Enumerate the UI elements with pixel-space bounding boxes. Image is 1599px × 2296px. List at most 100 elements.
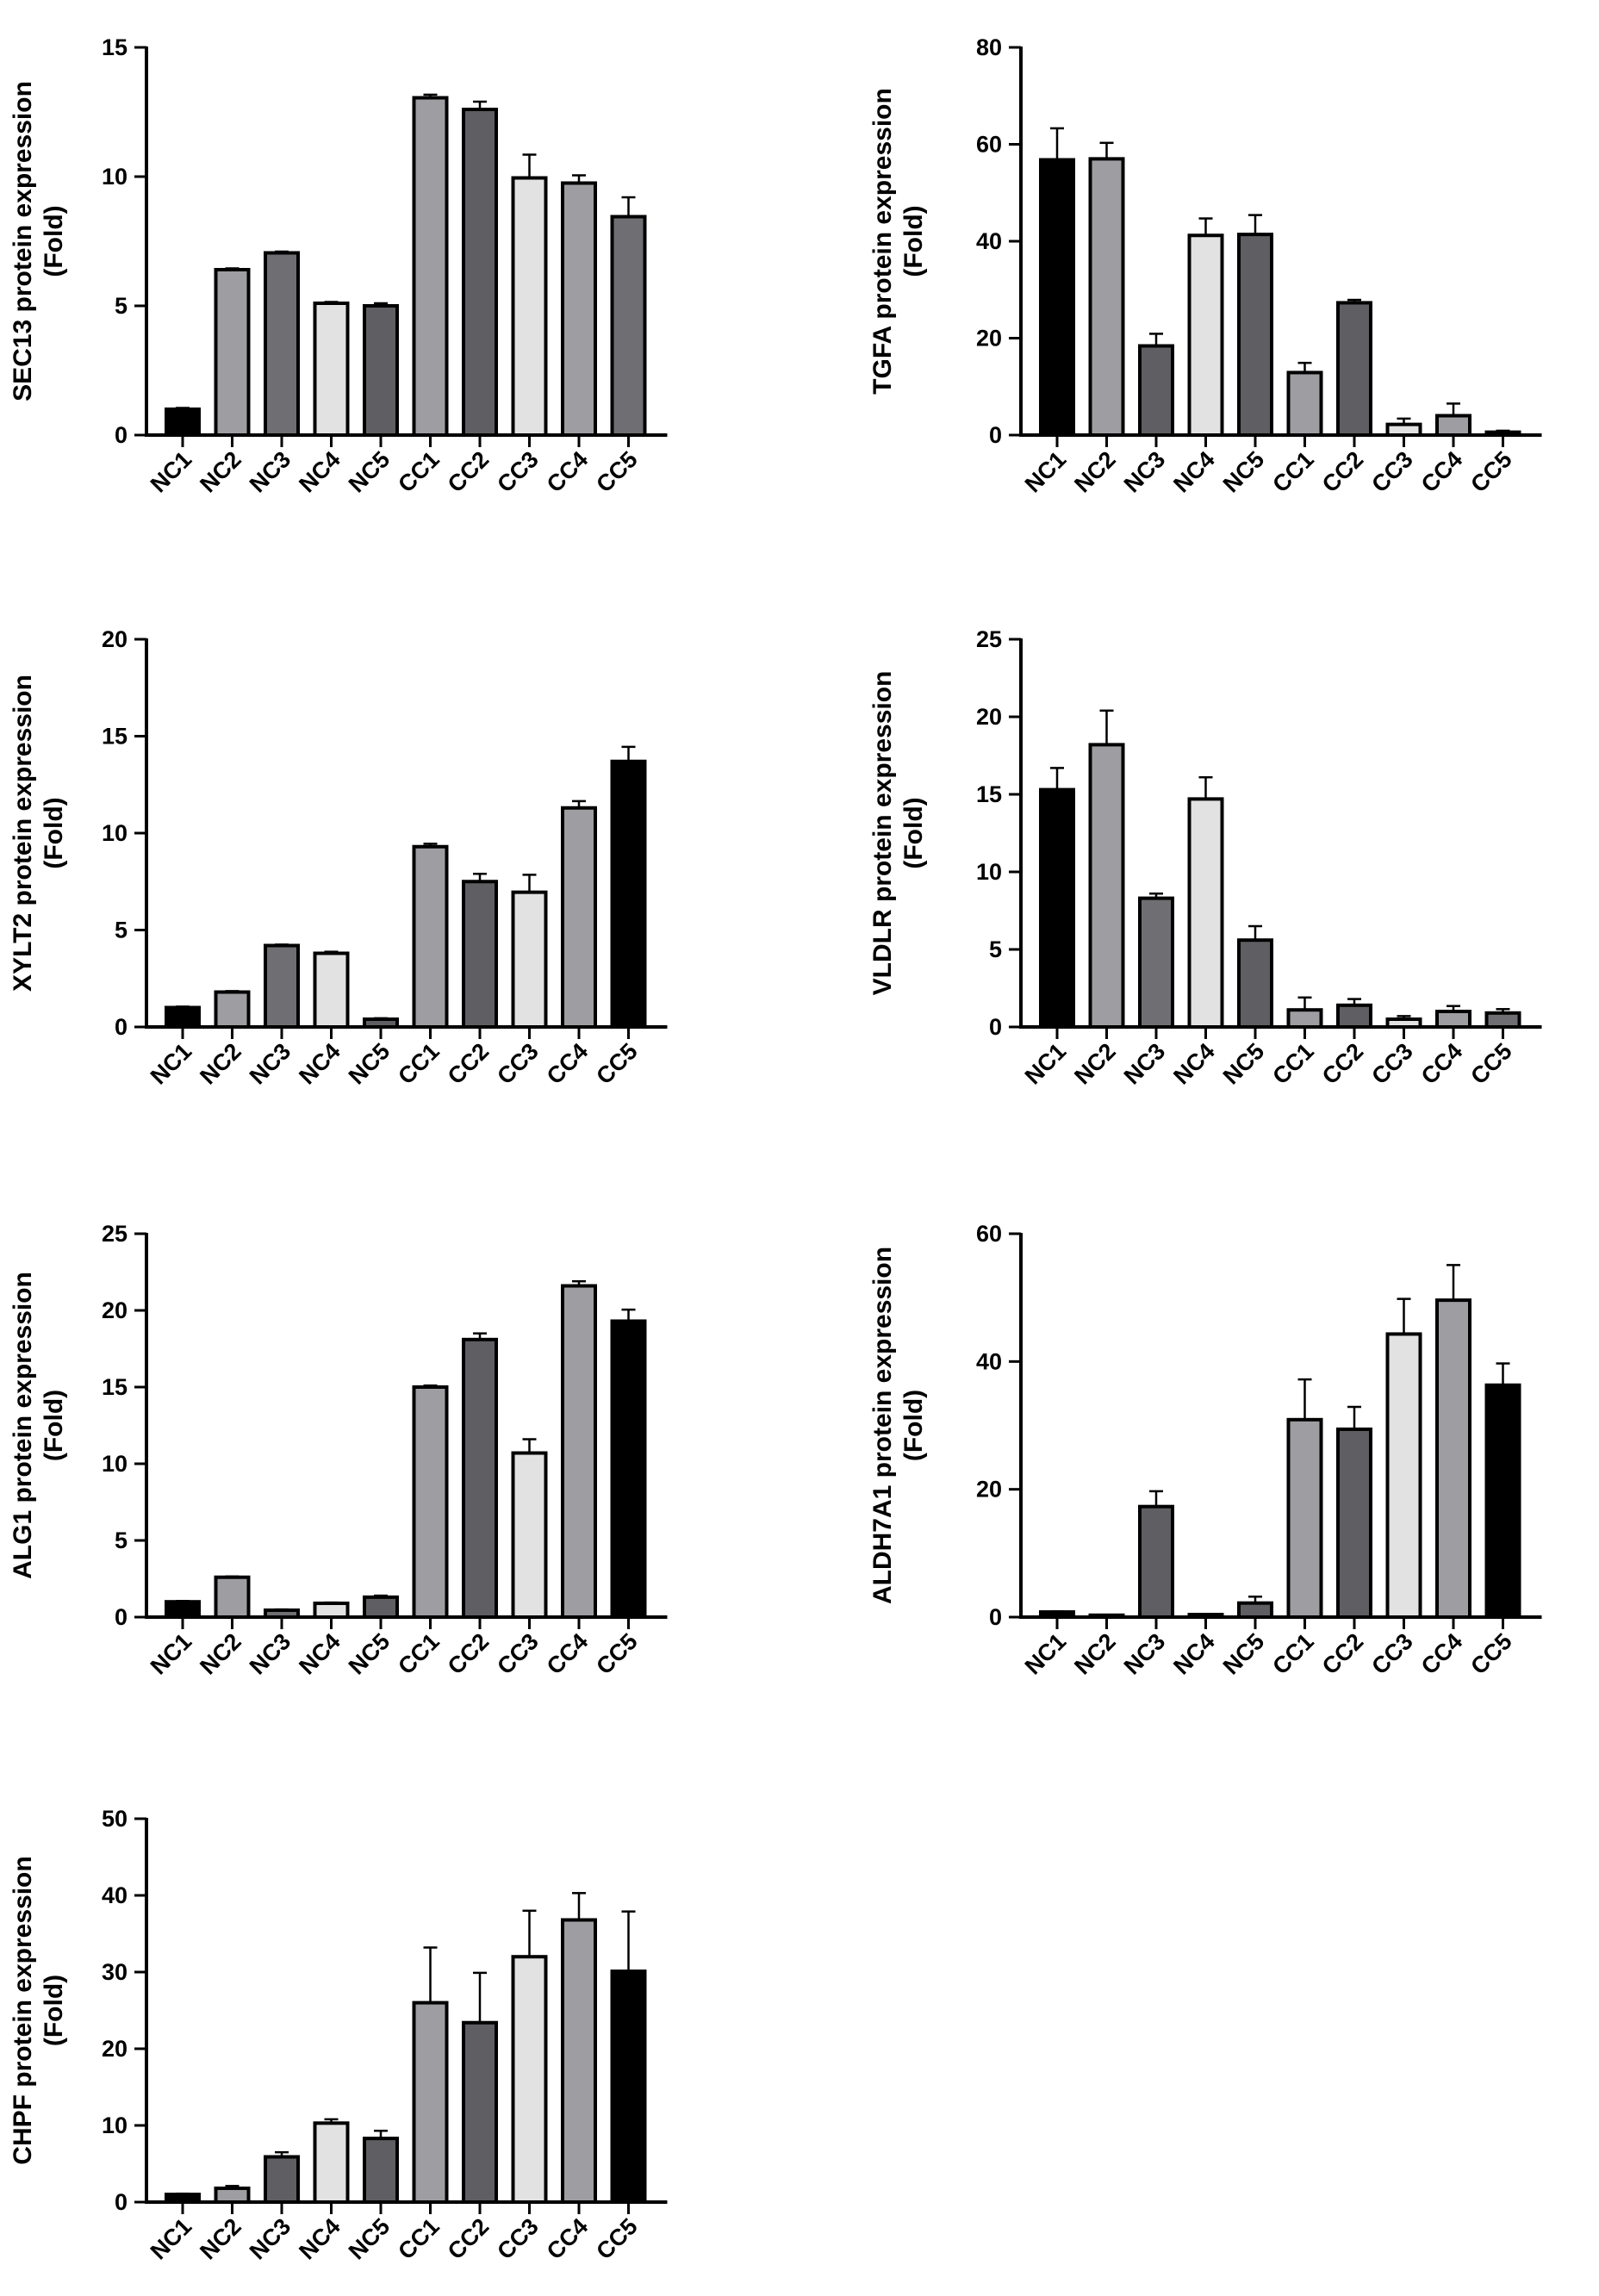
bar-CC5 xyxy=(1484,1011,1521,1030)
x-tick-label: NC5 xyxy=(344,2213,395,2264)
x-tick-label: CC1 xyxy=(1267,1038,1318,1089)
bar-NC5 xyxy=(363,1017,399,1029)
bar-NC4 xyxy=(313,302,350,437)
x-tick-label: NC3 xyxy=(245,1628,296,1679)
x-tick-label: NC1 xyxy=(146,446,196,497)
bar-CC4 xyxy=(561,806,597,1029)
y-tick-label: 0 xyxy=(115,1014,128,1040)
bar-NC2 xyxy=(214,2186,251,2204)
y-tick-label: 10 xyxy=(976,859,1002,885)
bar-CC1 xyxy=(412,844,449,1029)
x-tick-label: NC3 xyxy=(245,1038,296,1089)
x-tick-label: NC2 xyxy=(1069,1628,1120,1679)
x-tick-label: CC4 xyxy=(542,1628,593,1679)
bar-CC1 xyxy=(1286,1008,1323,1029)
y-tick-label: 20 xyxy=(976,704,1002,730)
x-tick-label: NC4 xyxy=(1168,1038,1219,1089)
bar-NC2 xyxy=(214,268,251,437)
y-tick-label: 40 xyxy=(102,1882,128,1908)
y-tick-label: 25 xyxy=(102,1221,128,1247)
bar-CC5 xyxy=(610,1969,647,2205)
x-tick-label: CC1 xyxy=(1267,446,1318,497)
bar-NC2 xyxy=(1088,1613,1125,1620)
x-tick-label: CC5 xyxy=(591,2213,642,2264)
y-axis-label-unit: (Fold) xyxy=(40,205,68,277)
bar-CC3 xyxy=(1385,1332,1422,1619)
bar-CC4 xyxy=(561,181,597,437)
y-tick-label: 10 xyxy=(102,1451,128,1477)
x-tick-label: CC3 xyxy=(492,1628,543,1679)
x-tick-label: CC3 xyxy=(1366,1038,1417,1089)
chart-panel: 0 5 10 15 20 25 VLDLR protein expression (Fold)… xyxy=(868,626,1542,1089)
bar-CC5 xyxy=(610,215,647,437)
bar-CC1 xyxy=(412,96,449,437)
x-tick-label: CC2 xyxy=(443,2213,494,2264)
y-tick-label: 20 xyxy=(102,1297,128,1323)
chart-panel: 0 5 10 15 20 25 ALG1 protein expression (Fold) N… xyxy=(9,1221,668,1679)
x-tick-label: CC4 xyxy=(542,2213,593,2264)
x-tick-label: NC4 xyxy=(294,1628,345,1679)
chart-panel: 0 5 10 15 20 XYLT2 protein expression (Fold) NC… xyxy=(9,626,668,1089)
x-tick-label: CC2 xyxy=(1317,446,1368,497)
x-tick-label: CC5 xyxy=(1465,1628,1516,1679)
x-tick-label: CC5 xyxy=(591,1628,642,1679)
y-tick-label: 20 xyxy=(102,626,128,652)
bar-CC3 xyxy=(1385,422,1422,437)
bar-NC4 xyxy=(1187,233,1224,437)
x-tick-label: CC4 xyxy=(542,446,593,497)
bar-NC3 xyxy=(264,1608,300,1619)
y-axis-label: CHPF protein expression xyxy=(9,1856,37,2164)
bar-CC2 xyxy=(1336,1427,1372,1619)
y-tick-label: 10 xyxy=(102,164,128,190)
x-tick-label: CC4 xyxy=(1416,1038,1467,1089)
x-tick-label: CC5 xyxy=(591,1038,642,1089)
chart-panel: 0 20 40 60 80 TGFA protein expression (Fold) NC… xyxy=(868,34,1542,497)
y-tick-label: 40 xyxy=(976,1348,1002,1374)
bar-NC5 xyxy=(363,2137,399,2204)
x-tick-label: CC5 xyxy=(591,446,642,497)
bar-CC3 xyxy=(511,1451,548,1620)
x-tick-label: NC1 xyxy=(146,1038,196,1089)
y-tick-label: 15 xyxy=(976,781,1002,807)
y-axis-label: VLDLR protein expression xyxy=(868,671,897,996)
x-tick-label: NC5 xyxy=(1218,446,1269,497)
bar-NC1 xyxy=(1039,787,1075,1029)
bar-NC3 xyxy=(1138,1504,1174,1619)
x-tick-label: CC2 xyxy=(443,1628,494,1679)
y-axis-label-unit: (Fold) xyxy=(899,205,928,277)
x-tick-label: NC3 xyxy=(1119,1628,1170,1679)
bar-CC5 xyxy=(1484,1383,1521,1620)
x-tick-label: NC4 xyxy=(1168,1628,1219,1679)
y-axis-label: SEC13 protein expression xyxy=(9,81,37,401)
y-axis-label: TGFA protein expression xyxy=(868,88,897,395)
bar-NC4 xyxy=(1187,1613,1224,1619)
bar-CC1 xyxy=(1286,370,1323,437)
x-tick-label: NC2 xyxy=(195,2213,246,2264)
x-tick-label: CC4 xyxy=(1416,446,1467,497)
x-tick-label: NC1 xyxy=(146,1628,196,1679)
y-axis-label-unit: (Fold) xyxy=(899,797,928,868)
bar-CC2 xyxy=(462,2020,498,2204)
bar-CC4 xyxy=(1435,1298,1471,1619)
y-tick-label: 15 xyxy=(102,724,128,750)
x-tick-label: CC2 xyxy=(1317,1038,1368,1089)
bar-NC1 xyxy=(1039,1610,1075,1619)
x-tick-label: CC3 xyxy=(492,1038,543,1089)
x-tick-label: NC1 xyxy=(1020,446,1071,497)
bar-NC5 xyxy=(1237,1601,1273,1620)
y-tick-label: 15 xyxy=(102,1374,128,1400)
y-tick-label: 5 xyxy=(989,936,1002,962)
x-tick-label: CC5 xyxy=(1465,446,1516,497)
y-tick-label: 0 xyxy=(115,422,128,448)
bar-NC2 xyxy=(1088,743,1125,1030)
y-tick-label: 20 xyxy=(102,2036,128,2062)
x-tick-label: CC5 xyxy=(1465,1038,1516,1089)
x-tick-label: CC1 xyxy=(393,2213,444,2264)
bar-NC1 xyxy=(165,1600,201,1619)
bar-CC3 xyxy=(511,176,548,437)
x-tick-label: CC3 xyxy=(492,446,543,497)
bar-NC3 xyxy=(264,2155,300,2204)
bar-NC5 xyxy=(1237,938,1273,1029)
bar-CC4 xyxy=(1435,414,1471,437)
